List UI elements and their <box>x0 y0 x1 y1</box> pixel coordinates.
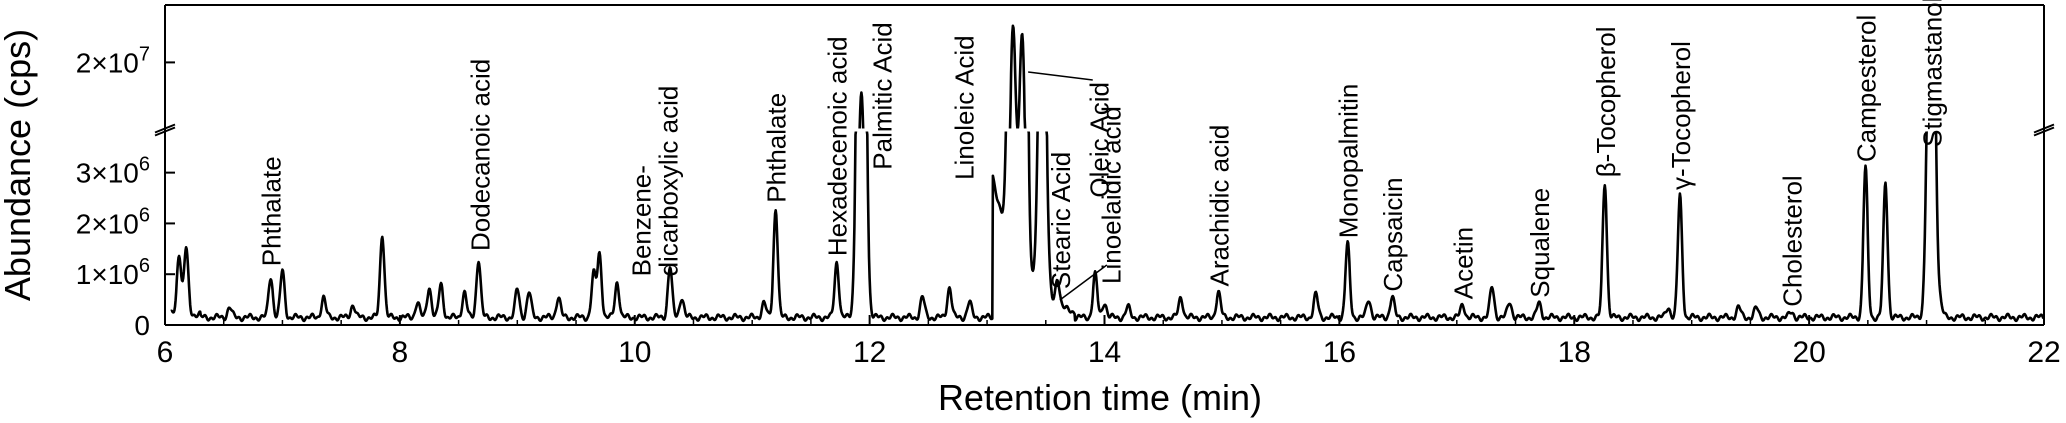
peak-label: Phthalate <box>257 156 287 266</box>
peak-label: Hexadecenoic acid <box>823 36 853 256</box>
y-tick-label: 2×107 <box>76 43 150 78</box>
x-axis-ticks: 6 8 10 12 14 16 18 20 22 <box>157 315 2061 369</box>
x-tick-label: 20 <box>1792 336 1825 369</box>
y-axis-ticks: 0 1×106 2×106 3×106 2×107 <box>76 43 175 341</box>
peak-label: Stigmastanol <box>1917 0 1947 147</box>
peak-label: Cholesterol <box>1778 175 1808 307</box>
y-tick-label: 2×106 <box>76 204 150 239</box>
peak-label: Dodecanoic acid <box>466 59 496 251</box>
peak-label: Phthalate <box>762 93 792 203</box>
x-tick-label: 12 <box>853 336 886 369</box>
peak-label: Stearic Acid <box>1046 152 1076 289</box>
x-tick-label: 14 <box>1088 336 1121 369</box>
leader-line <box>1028 71 1093 81</box>
break-mark <box>154 126 176 137</box>
x-tick-label: 22 <box>2027 336 2060 369</box>
break-mark <box>2033 123 2055 134</box>
chromatogram-trace <box>170 24 2045 323</box>
peak-annotations: Phthalate Dodecanoic acid Benzene-dicarbox… <box>257 0 1948 307</box>
x-tick-label: 6 <box>157 336 174 369</box>
x-axis-label: Retention time (min) <box>938 377 1262 418</box>
y-tick-label: 3×106 <box>76 154 150 189</box>
break-mark <box>2033 126 2055 137</box>
peak-label: Campesterol <box>1852 15 1882 162</box>
peak-label: dicarboxylic acid <box>654 86 684 277</box>
peak-label: Squalene <box>1525 188 1555 298</box>
peak-label: Linoleic Acid <box>950 35 980 180</box>
chromatogram-line <box>170 24 2045 323</box>
leader-line <box>1059 264 1108 301</box>
peak-label: Acetin <box>1449 227 1479 299</box>
y-axis-label: Abundance (cps) <box>0 29 38 301</box>
peak-label: γ-Tocopherol <box>1666 41 1696 190</box>
peak-label: Linoelaidic acid <box>1096 106 1126 284</box>
peak-label: Oleic Acid <box>1085 82 1115 198</box>
peak-label: Benzene- <box>627 165 657 276</box>
break-band <box>167 128 2042 132</box>
peak-label: Monopalmitin <box>1334 84 1364 239</box>
y-tick-label: 0 <box>134 310 150 341</box>
peak-label: Palmitic Acid <box>867 22 897 169</box>
x-tick-label: 16 <box>1323 336 1356 369</box>
x-tick-label: 10 <box>618 336 651 369</box>
peak-label: Arachidic acid <box>1204 125 1234 287</box>
peak-label: β-Tocopherol <box>1591 26 1621 177</box>
x-tick-label: 18 <box>1558 336 1591 369</box>
break-mark <box>154 123 176 134</box>
peak-label: Capsaicin <box>1378 177 1408 291</box>
axis-break-marks <box>154 123 2055 137</box>
x-tick-label: 8 <box>392 336 409 369</box>
y-tick-label: 1×106 <box>76 255 150 290</box>
